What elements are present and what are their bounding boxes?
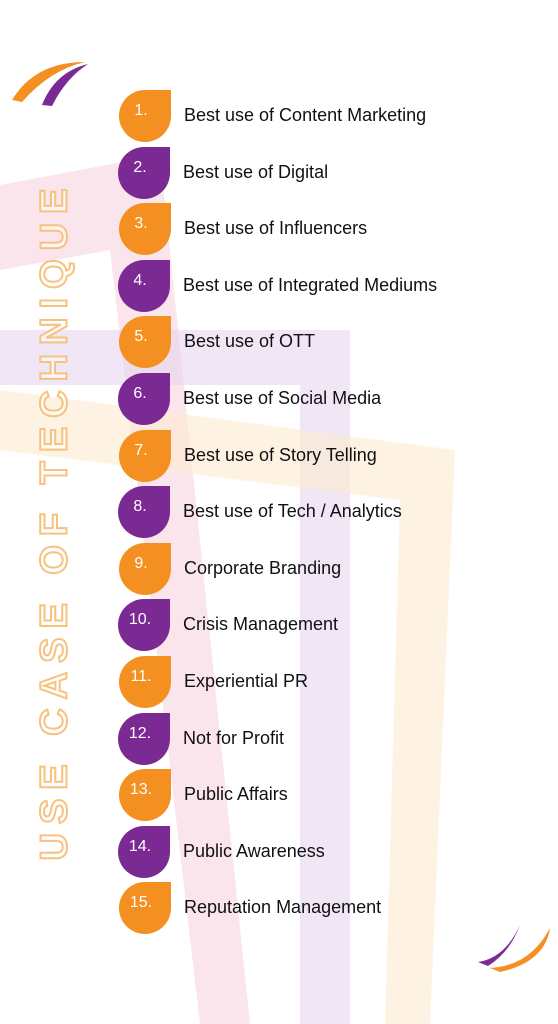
- logo-swoosh: [490, 928, 550, 972]
- item-label: Best use of OTT: [184, 331, 316, 352]
- logo-swoosh: [42, 64, 88, 106]
- number-badge: 9.: [119, 542, 171, 595]
- item-label: Best use of Story Telling: [184, 444, 377, 465]
- number-badge: 3.: [119, 203, 171, 256]
- item-label: Public Awareness: [183, 840, 325, 861]
- item-label: Best use of Social Media: [183, 388, 382, 408]
- number-badge: 4.: [118, 259, 170, 312]
- number-badge: 1.: [119, 90, 171, 142]
- bg-shape: [0, 330, 350, 1024]
- number-badge: 8.: [118, 486, 170, 539]
- item-label: Crisis Management: [183, 614, 339, 635]
- item-label: Reputation Management: [184, 897, 382, 918]
- number-badge: 13.: [119, 769, 171, 822]
- item-label: Best use of Integrated Mediums: [183, 274, 438, 295]
- number-badge: 14.: [118, 825, 170, 878]
- item-label: Best use of Content Marketing: [184, 105, 427, 125]
- logo-swoosh: [478, 925, 520, 966]
- number-badge: 5.: [119, 316, 171, 369]
- bg-shape: [0, 390, 455, 1024]
- number-badge: 2.: [118, 146, 170, 199]
- item-label: Public Affairs: [184, 784, 288, 805]
- number-badge: 12.: [118, 712, 170, 765]
- number-badge: 7.: [119, 429, 171, 482]
- vertical-title: USE CASE OF TECHNIQUE: [33, 179, 77, 862]
- logo-swoosh: [12, 62, 85, 102]
- bg-shape: [0, 155, 250, 1024]
- item-label: Best use of Tech / Analytics: [183, 501, 402, 522]
- item-label: Experiential PR: [184, 671, 309, 691]
- number-badge: 11.: [119, 656, 171, 708]
- item-label: Best use of Digital: [183, 161, 329, 182]
- item-label: Best use of Influencers: [184, 218, 368, 239]
- number-badge: 6.: [118, 373, 170, 425]
- item-label: Not for Profit: [183, 727, 285, 748]
- item-label: Corporate Branding: [184, 557, 342, 578]
- number-badge: 10.: [118, 599, 170, 652]
- number-badge: 15.: [119, 882, 171, 935]
